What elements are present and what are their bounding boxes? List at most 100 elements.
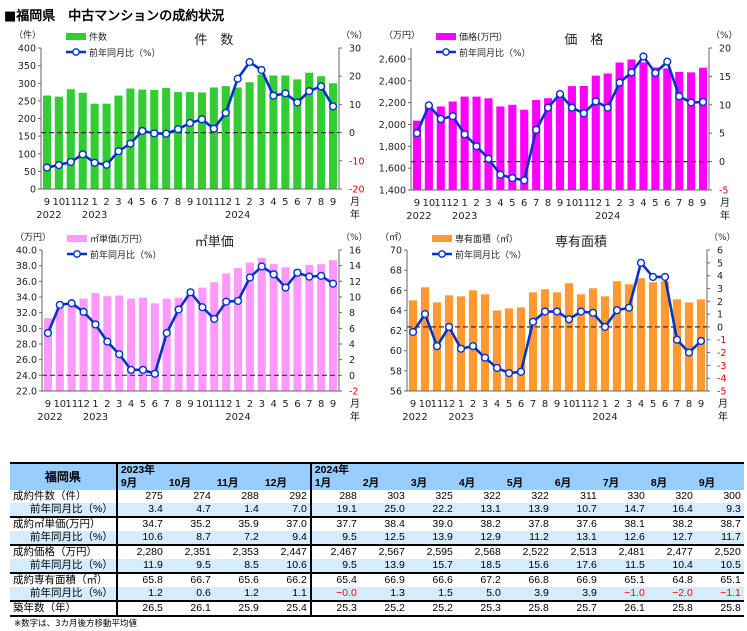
table-cell: 2,481	[599, 544, 648, 559]
table-cell: 2,520	[695, 544, 744, 559]
table-row: 成約㎡単価(万円） 34.7 35.2 35.9 37.0 37.7 38.4 39.0 38.…	[10, 516, 744, 531]
y2-tick-label: 5	[719, 129, 725, 140]
yoy-point	[672, 335, 682, 344]
table-row: 前年同月比（%） 11.9 9.5 8.5 10.6 9.5 13.9 15.7 18.5 15.…	[10, 559, 744, 573]
table-cell: 25.8	[647, 600, 696, 617]
month-label: 6	[152, 399, 158, 410]
chart-price: 1,400 1,600 1,800 2,000 2,200 2,400 2,600 -5 0 5 1…	[379, 30, 738, 222]
table-cell: 67.2	[455, 572, 504, 587]
table-cell: 7.0	[261, 503, 311, 517]
yoy-point	[305, 87, 314, 96]
yoy-point	[186, 288, 195, 297]
table-cell: 16.4	[647, 503, 696, 517]
yoy-point	[317, 271, 326, 280]
month-unit-label: 月	[350, 398, 360, 410]
legend-bar-swatch	[67, 235, 87, 242]
y-tick-label: 2,000	[379, 120, 406, 131]
y2-tick-label: 12	[349, 277, 361, 288]
month-header: 10月	[165, 477, 214, 490]
bar	[564, 283, 574, 391]
bar	[138, 297, 148, 391]
y2-tick-label: 4	[349, 340, 355, 351]
table-cell: −0.0	[309, 587, 360, 601]
table-cell: 2,522	[503, 544, 552, 559]
month-unit-label: 月	[350, 196, 360, 208]
month-label: 6	[151, 197, 157, 208]
y2-tick-label: 15	[719, 72, 731, 83]
y2-tick-label: 4	[717, 271, 723, 282]
yoy-point	[42, 163, 52, 172]
table-cell: 66.9	[359, 572, 408, 587]
table-cell: 13.9	[359, 559, 408, 573]
table-cell: 288	[309, 490, 360, 503]
bar	[233, 87, 242, 189]
yoy-point	[504, 368, 514, 378]
legend-line-marker	[73, 250, 81, 258]
bar	[484, 98, 493, 190]
table-cell: 1.1	[261, 587, 311, 601]
right-unit-label: （%）	[709, 232, 736, 243]
yoy-point	[532, 125, 541, 134]
table-cell: 66.6	[407, 572, 456, 587]
month-label: 4	[127, 197, 133, 208]
yoy-point	[185, 118, 195, 128]
bar	[555, 93, 565, 190]
year-header	[695, 462, 744, 477]
yoy-point	[615, 78, 624, 87]
month-label: 11	[207, 197, 220, 208]
year-header	[213, 462, 262, 477]
yoy-point	[54, 160, 63, 170]
bar	[162, 87, 171, 189]
bar	[528, 292, 538, 391]
month-label: 9	[330, 399, 336, 410]
yoy-point	[456, 344, 466, 353]
table-cell: 9.5	[309, 531, 360, 545]
month-label: 12	[76, 197, 89, 208]
y2-tick-label: 5	[717, 258, 723, 269]
yoy-point	[114, 147, 123, 156]
bar	[233, 268, 243, 391]
yoy-point	[420, 309, 430, 319]
y-tick-label: 200	[18, 114, 36, 125]
year-label: 2022	[36, 210, 61, 221]
month-label: 4	[640, 198, 646, 209]
month-label: 10	[196, 197, 209, 208]
table-cell: 9.5	[309, 559, 360, 573]
yoy-point	[543, 103, 553, 112]
table-cell: 274	[193, 490, 211, 502]
bar	[328, 83, 338, 189]
y2-tick-label: 8	[349, 308, 355, 319]
y-tick-label: 60	[390, 346, 402, 357]
y2-tick-label: 6	[349, 324, 355, 335]
yoy-point	[663, 57, 672, 66]
table-cell: 15.7	[407, 559, 456, 573]
month-label: 8	[686, 399, 692, 410]
bar	[197, 92, 206, 189]
month-label: 2	[473, 198, 479, 209]
yoy-point	[103, 337, 112, 346]
bar	[600, 296, 610, 391]
yoy-point	[257, 65, 266, 75]
bar	[636, 278, 646, 391]
bar	[663, 68, 672, 190]
table-cell: 13.9	[503, 503, 552, 517]
table-cell: 12.5	[359, 531, 408, 545]
yoy-point	[484, 154, 493, 163]
bar	[639, 62, 648, 191]
year-label: 2023	[448, 412, 473, 423]
bar	[293, 268, 302, 391]
table-cell: −1.0	[599, 587, 648, 601]
month-label: 12	[446, 198, 459, 209]
right-unit-label: （%）	[341, 30, 368, 41]
month-label: 10	[423, 198, 436, 209]
year-header	[503, 462, 552, 477]
y-tick-label: 22.0	[16, 387, 37, 398]
table-cell: 11.9	[116, 559, 166, 573]
y-tick-label: 34.0	[16, 293, 37, 304]
month-label: 9	[557, 198, 563, 209]
table-cell: −2.0	[647, 587, 696, 601]
yoy-point	[209, 124, 218, 133]
table-cell: 13.1	[455, 503, 504, 517]
month-label: 7	[533, 198, 539, 209]
year-unit-label: 年	[718, 410, 728, 423]
